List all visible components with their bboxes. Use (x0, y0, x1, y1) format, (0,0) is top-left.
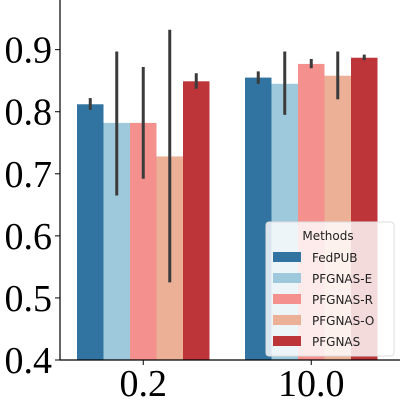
y-axis-ticks: 0.4 0.5 0.6 0.7 0.8 0.9 (5, 30, 60, 382)
legend: Methods FedPUB PFGNAS-E PFGNAS-R PFGNAS-O PF… (265, 221, 395, 357)
bar-fedpub-0.2 (77, 104, 104, 360)
y-tick-label: 0.8 (5, 92, 53, 134)
legend-label-fedpub: FedPUB (312, 251, 358, 265)
legend-swatch-pfgnas-o (273, 315, 301, 325)
legend-swatch-fedpub (273, 252, 301, 262)
legend-label-pfgnas-r: PFGNAS-R (312, 293, 373, 307)
y-tick-label: 0.4 (5, 340, 53, 382)
x-tick-label: 10.0 (278, 363, 345, 400)
y-tick-label: 0.7 (5, 154, 53, 196)
legend-swatch-pfgnas-r (273, 294, 301, 304)
y-tick-label: 0.6 (5, 216, 53, 258)
y-tick-label: 0.5 (5, 278, 53, 320)
legend-swatch-pfgnas-e (273, 273, 301, 283)
legend-label-pfgnas-o: PFGNAS-O (312, 314, 374, 328)
error-bars-layer (88, 29, 366, 283)
x-axis-ticks: 0.2 10.0 (120, 360, 345, 400)
legend-label-pfgnas-e: PFGNAS-E (312, 272, 372, 286)
legend-title: Methods (302, 229, 353, 243)
x-tick-label: 0.2 (120, 363, 168, 400)
legend-items: FedPUB PFGNAS-E PFGNAS-R PFGNAS-O PFGNAS (273, 251, 374, 349)
legend-swatch-pfgnas (273, 336, 301, 346)
y-tick-label: 0.9 (5, 30, 53, 72)
legend-label-pfgnas: PFGNAS (312, 335, 360, 349)
bar-pfgnas-0.2 (183, 81, 210, 360)
